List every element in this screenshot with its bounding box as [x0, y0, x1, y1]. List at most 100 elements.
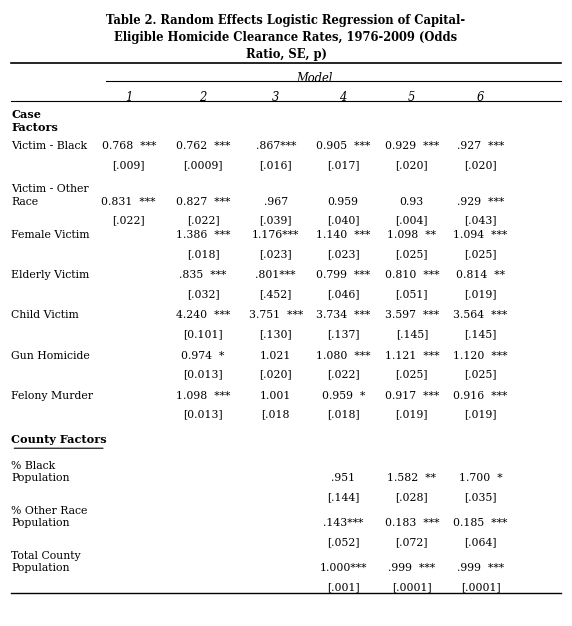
- Text: [.0001]: [.0001]: [460, 582, 500, 592]
- Text: .867***: .867***: [256, 141, 296, 151]
- Text: 1.386  ***: 1.386 ***: [176, 230, 231, 240]
- Text: .951: .951: [331, 473, 355, 483]
- Text: [.023]: [.023]: [259, 249, 292, 259]
- Text: [0.013]: [0.013]: [183, 409, 223, 419]
- Text: [.020]: [.020]: [259, 369, 292, 379]
- Text: Elderly Victim: Elderly Victim: [11, 270, 90, 280]
- Text: 0.768  ***: 0.768 ***: [101, 141, 156, 151]
- Text: % Black: % Black: [11, 461, 55, 471]
- Text: 1.094  ***: 1.094 ***: [454, 230, 507, 240]
- Text: 1.001: 1.001: [260, 391, 291, 401]
- Text: 0.762  ***: 0.762 ***: [176, 141, 231, 151]
- Text: [.019]: [.019]: [396, 409, 428, 419]
- Text: [0.101]: [0.101]: [183, 329, 223, 339]
- Text: 1.700  *: 1.700 *: [459, 473, 502, 483]
- Text: [.039]: [.039]: [260, 215, 292, 225]
- Text: 0.185  ***: 0.185 ***: [453, 518, 508, 528]
- Text: [.144]: [.144]: [327, 492, 359, 502]
- Text: [.018]: [.018]: [186, 249, 220, 259]
- Text: [.032]: [.032]: [186, 289, 220, 299]
- Text: 1.582  **: 1.582 **: [387, 473, 436, 483]
- Text: [.022]: [.022]: [327, 369, 360, 379]
- Text: 3.751  ***: 3.751 ***: [249, 310, 303, 321]
- Text: [.0001]: [.0001]: [392, 582, 432, 592]
- Text: Case
Factors: Case Factors: [11, 109, 58, 133]
- Text: 4: 4: [340, 91, 347, 104]
- Text: [.004]: [.004]: [396, 215, 428, 225]
- Text: Population: Population: [11, 563, 70, 573]
- Text: Population: Population: [11, 518, 70, 528]
- Text: 1.021: 1.021: [260, 351, 291, 361]
- Text: [.052]: [.052]: [327, 537, 359, 547]
- Text: [.020]: [.020]: [395, 160, 428, 170]
- Text: [.025]: [.025]: [396, 369, 428, 379]
- Text: [.452]: [.452]: [260, 289, 292, 299]
- Text: .927  ***: .927 ***: [457, 141, 504, 151]
- Text: Victim - Black: Victim - Black: [11, 141, 88, 151]
- Text: 1.000***: 1.000***: [319, 563, 367, 573]
- Text: .835  ***: .835 ***: [180, 270, 227, 280]
- Text: [.145]: [.145]: [396, 329, 428, 339]
- Text: [.022]: [.022]: [112, 215, 145, 225]
- Text: 0.905  ***: 0.905 ***: [316, 141, 370, 151]
- Text: Table 2. Random Effects Logistic Regression of Capital-
Eligible Homicide Cleara: Table 2. Random Effects Logistic Regress…: [106, 14, 466, 61]
- Text: [.018]: [.018]: [327, 409, 360, 419]
- Text: 3.734  ***: 3.734 ***: [316, 310, 370, 321]
- Text: .801***: .801***: [256, 270, 296, 280]
- Text: [.130]: [.130]: [259, 329, 292, 339]
- Text: 0.959: 0.959: [328, 197, 359, 207]
- Text: .929  ***: .929 ***: [457, 197, 504, 207]
- Text: 1.120  ***: 1.120 ***: [453, 351, 508, 361]
- Text: [.137]: [.137]: [327, 329, 359, 339]
- Text: [.017]: [.017]: [327, 160, 359, 170]
- Text: Model: Model: [296, 72, 333, 85]
- Text: 0.827  ***: 0.827 ***: [176, 197, 231, 207]
- Text: 0.799  ***: 0.799 ***: [316, 270, 370, 280]
- Text: [.072]: [.072]: [396, 537, 428, 547]
- Text: [.023]: [.023]: [327, 249, 360, 259]
- Text: Female Victim: Female Victim: [11, 230, 90, 240]
- Text: 0.929  ***: 0.929 ***: [385, 141, 439, 151]
- Text: [.019]: [.019]: [464, 289, 496, 299]
- Text: [.009]: [.009]: [113, 160, 145, 170]
- Text: Gun Homicide: Gun Homicide: [11, 351, 90, 361]
- Text: 1.121  ***: 1.121 ***: [384, 351, 439, 361]
- Text: [.025]: [.025]: [464, 369, 496, 379]
- Text: Total County: Total County: [11, 551, 81, 561]
- Text: [.040]: [.040]: [327, 215, 359, 225]
- Text: [.043]: [.043]: [464, 215, 496, 225]
- Text: County Factors: County Factors: [11, 434, 107, 446]
- Text: [.020]: [.020]: [464, 160, 497, 170]
- Text: 3: 3: [272, 91, 279, 104]
- Text: [.145]: [.145]: [464, 329, 496, 339]
- Text: .143***: .143***: [323, 518, 363, 528]
- Text: .967: .967: [264, 197, 288, 207]
- Text: [0.013]: [0.013]: [183, 369, 223, 379]
- Text: Population: Population: [11, 473, 70, 483]
- Text: Victim - Other: Victim - Other: [11, 184, 89, 194]
- Text: 6: 6: [477, 91, 484, 104]
- Text: 1.098  ***: 1.098 ***: [176, 391, 231, 401]
- Text: [.019]: [.019]: [464, 409, 496, 419]
- Text: 0.93: 0.93: [400, 197, 424, 207]
- Text: [.035]: [.035]: [464, 492, 496, 502]
- Text: 0.917  ***: 0.917 ***: [385, 391, 439, 401]
- Text: Child Victim: Child Victim: [11, 310, 79, 321]
- Text: 0.810  ***: 0.810 ***: [384, 270, 439, 280]
- Text: [.028]: [.028]: [395, 492, 428, 502]
- Text: 2: 2: [200, 91, 206, 104]
- Text: 0.183  ***: 0.183 ***: [384, 518, 439, 528]
- Text: Race: Race: [11, 197, 38, 207]
- Text: [.022]: [.022]: [186, 215, 220, 225]
- Text: 1.140  ***: 1.140 ***: [316, 230, 371, 240]
- Text: 0.959  *: 0.959 *: [321, 391, 365, 401]
- Text: 0.974  *: 0.974 *: [181, 351, 225, 361]
- Text: [.025]: [.025]: [396, 249, 428, 259]
- Text: [.046]: [.046]: [327, 289, 359, 299]
- Text: .999  ***: .999 ***: [388, 563, 435, 573]
- Text: 3.597  ***: 3.597 ***: [385, 310, 439, 321]
- Text: .999  ***: .999 ***: [457, 563, 504, 573]
- Text: 1.080  ***: 1.080 ***: [316, 351, 371, 361]
- Text: [.064]: [.064]: [464, 537, 496, 547]
- Text: 3.564  ***: 3.564 ***: [454, 310, 507, 321]
